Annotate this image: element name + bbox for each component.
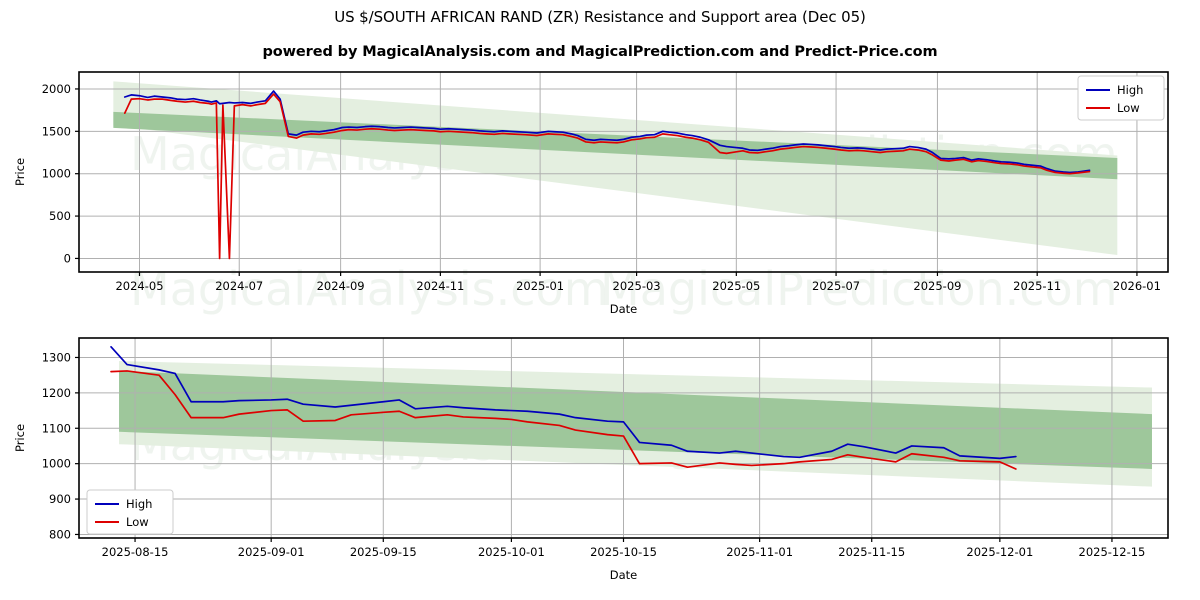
y-tick-label: 1200 xyxy=(42,386,71,400)
watermark-text: MagicalPrediction.com xyxy=(600,262,1118,316)
y-tick-label: 500 xyxy=(49,209,71,223)
x-tick-label: 2025-08-15 xyxy=(102,545,169,559)
y-tick-label: 800 xyxy=(49,527,71,541)
x-tick-label: 2024-05 xyxy=(115,279,163,293)
y-tick-label: 900 xyxy=(49,492,71,506)
x-tick-label: 2024-11 xyxy=(416,279,464,293)
x-tick-label: 2025-12-01 xyxy=(966,545,1033,559)
page-title: US $/SOUTH AFRICAN RAND (ZR) Resistance … xyxy=(334,8,866,26)
legend-label-high: High xyxy=(1117,83,1143,97)
legend-bottom-chart[interactable]: High Low xyxy=(86,489,174,535)
series-line-low xyxy=(110,370,1017,470)
x-tick-label: 2025-11-15 xyxy=(838,545,905,559)
plot-frame xyxy=(78,71,1169,273)
x-tick-label: 2025-11-01 xyxy=(726,545,793,559)
x-tick-label: 2025-05 xyxy=(712,279,760,293)
series-line-high xyxy=(123,90,1091,174)
y-axis-title: Price xyxy=(13,424,27,452)
legend-label-low: Low xyxy=(126,515,149,529)
bottom-chart: 800 900 1000 1100 1200 1300 2025-08-15 2025-09-… xyxy=(13,337,1169,582)
y-tick-label: 0 xyxy=(64,251,71,265)
y-tick-label: 1000 xyxy=(42,457,71,471)
x-tick-label: 2025-11 xyxy=(1013,279,1061,293)
watermark-text: MagicalAnalysis.com xyxy=(130,262,609,316)
x-axis-title: Date xyxy=(610,568,638,582)
x-tick-label: 2024-07 xyxy=(215,279,263,293)
y-tick-label: 1500 xyxy=(42,124,71,138)
x-tick-label: 2025-10-01 xyxy=(478,545,545,559)
x-tick-label: 2026-01 xyxy=(1113,279,1161,293)
x-tick-label: 2025-07 xyxy=(812,279,860,293)
x-tick-label: 2025-01 xyxy=(516,279,564,293)
x-axis-title: Date xyxy=(610,302,638,316)
legend-label-low: Low xyxy=(1117,101,1140,115)
y-axis-title: Price xyxy=(13,158,27,186)
y-tick-label: 1100 xyxy=(42,421,71,435)
x-tick-label: 2025-03 xyxy=(613,279,661,293)
page-subtitle: powered by MagicalAnalysis.com and Magic… xyxy=(262,44,938,60)
x-tick-label: 2025-09-15 xyxy=(350,545,417,559)
x-tick-label: 2025-09 xyxy=(913,279,961,293)
y-tick-label: 2000 xyxy=(42,82,71,96)
series-line-high xyxy=(110,346,1017,460)
legend-top-chart[interactable]: High Low xyxy=(1077,75,1165,121)
x-tick-label: 2025-12-15 xyxy=(1079,545,1146,559)
plot-inner xyxy=(79,338,1168,538)
series-line-low xyxy=(123,93,1091,260)
band-inner-support-resistance-band xyxy=(119,370,1152,469)
plot-inner xyxy=(79,72,1168,272)
x-tick-label: 2025-09-01 xyxy=(238,545,305,559)
x-tick-label: 2025-10-15 xyxy=(590,545,657,559)
top-chart: 0 500 1000 1500 2000 2024-05 2024-07 2024-09 202… xyxy=(13,71,1169,316)
legend-label-high: High xyxy=(126,497,152,511)
y-tick-label: 1300 xyxy=(42,350,71,364)
y-tick-label: 1000 xyxy=(42,167,71,181)
x-tick-label: 2024-09 xyxy=(317,279,365,293)
